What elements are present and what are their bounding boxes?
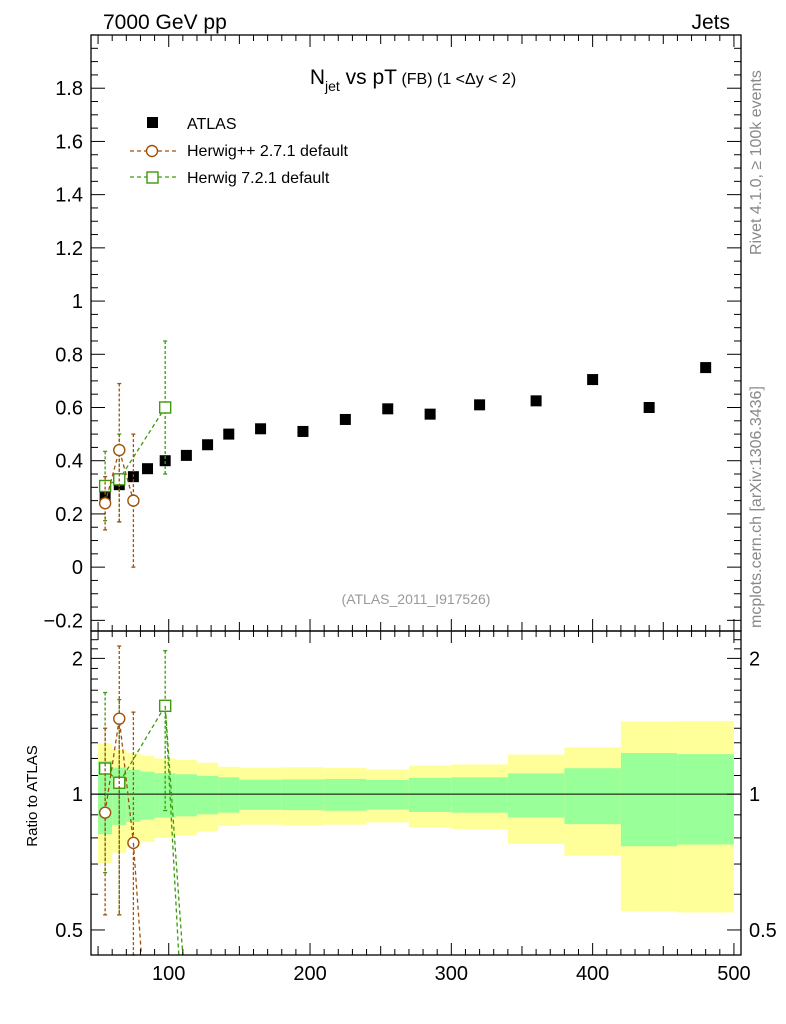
atlas-point-10 — [339, 413, 351, 425]
title-subscript: jet — [324, 78, 340, 94]
herwigpp-ratio-exit-line — [132, 842, 143, 956]
atlas-point-16 — [643, 402, 655, 413]
y-tick-label-main-10: 1.8 — [55, 78, 83, 100]
legend-label-atlas: ATLAS — [187, 116, 237, 133]
y-tick-label-ratio-right-2: 2 — [749, 648, 760, 670]
y-tick-label-main-4: 0.6 — [55, 398, 83, 420]
ratio-band-stat-9 — [281, 779, 325, 811]
ratio-band-stat-10 — [324, 778, 367, 811]
atlas-point-5 — [180, 449, 192, 461]
x-tick-label-2: 300 — [435, 963, 468, 985]
atlas-point-14 — [530, 395, 542, 407]
main-panel-marks — [98, 340, 712, 568]
x-tick-label-0: 100 — [152, 963, 185, 985]
mcplots-label: mcplots.cern.ch [arXiv:1306.3436] — [748, 386, 765, 628]
atlas-point-6 — [202, 439, 214, 451]
y-tick-label-ratio-left-0: 0.5 — [55, 920, 83, 942]
atlas-point-3 — [142, 463, 154, 475]
herwigpp-main-marker-1 — [113, 443, 126, 457]
ratio-band-stat-3 — [140, 771, 155, 820]
legend-label-herwigpp: Herwig++ 2.7.1 default — [187, 143, 349, 160]
ratio-panel-marks — [98, 645, 184, 956]
ratio-band-stat-15 — [564, 768, 621, 825]
herwig7-ratio-line — [104, 703, 184, 956]
atlas-point-8 — [255, 423, 267, 435]
rivet-version-label: Rivet 4.1.0, ≥ 100k events — [748, 70, 765, 255]
y-tick-label-main-3: 0.4 — [55, 451, 83, 473]
y-tick-label-main-7: 1.2 — [55, 238, 83, 260]
ratio-uncertainty-bands — [91, 720, 741, 913]
y-tick-label-main-8: 1.4 — [55, 185, 83, 207]
legend: ATLAS Herwig++ 2.7.1 default Herwig 7.2.… — [130, 116, 349, 187]
y-tick-label-main-9: 1.6 — [55, 131, 83, 153]
ratio-band-stat-6 — [196, 775, 219, 815]
legend-label-herwig7: Herwig 7.2.1 default — [187, 170, 330, 187]
ratio-band-stat-17 — [677, 754, 734, 845]
header-left: 7000 GeV pp — [103, 11, 227, 34]
y-tick-label-main-0: −0.2 — [44, 610, 83, 632]
ratio-band-stat-5 — [175, 774, 197, 817]
title-main: N — [310, 66, 325, 89]
y-tick-label-ratio-left-2: 2 — [72, 648, 83, 670]
herwigpp-main-marker-0 — [98, 497, 112, 510]
x-tick-label-4: 500 — [717, 963, 750, 985]
herwig7-main-marker-2 — [158, 401, 172, 414]
title-mid: vs pT — [340, 66, 397, 89]
ratio-band-stat-13 — [451, 777, 508, 813]
axes: 100 200 300 400 500 −0.2 0 0.2 0.4 0.6 0.8 1 1.2 1.4 1… — [44, 34, 777, 985]
atlas-point-11 — [382, 403, 394, 415]
y-tick-label-main-6: 1 — [72, 291, 83, 313]
herwigpp-ratio-marker-0 — [98, 806, 112, 819]
atlas-point-15 — [587, 374, 599, 386]
ratio-band-stat-14 — [507, 773, 565, 818]
ratio-band-stat-16 — [620, 753, 678, 847]
y-tick-label-main-1: 0 — [72, 557, 83, 579]
ratio-band-stat-11 — [366, 779, 409, 810]
title-tail-dy: (1 <Δy < 2) — [433, 71, 517, 88]
y-tick-label-ratio-right-0: 0.5 — [749, 920, 777, 942]
legend-marker-herwigpp — [145, 144, 159, 158]
title-tail-fb: (FB) — [397, 71, 433, 88]
legend-marker-atlas — [147, 117, 158, 128]
reference-label: (ATLAS_2011_I917526) — [342, 591, 491, 607]
header-right: Jets — [691, 11, 730, 34]
legend-marker-herwig7 — [146, 171, 159, 184]
atlas-point-0 — [99, 489, 111, 501]
ratio-panel-frame — [90, 630, 742, 956]
ratio-band-stat-12 — [408, 777, 452, 812]
atlas-point-12 — [424, 408, 436, 420]
atlas-point-9 — [297, 425, 309, 437]
x-tick-label-1: 200 — [293, 963, 326, 985]
y-tick-label-main-5: 0.8 — [55, 344, 83, 366]
y-tick-label-ratio-left-1: 1 — [72, 784, 83, 806]
y-tick-label-main-2: 0.2 — [55, 504, 83, 526]
atlas-point-17 — [700, 362, 712, 374]
ratio-y-axis-label: Ratio to ATLAS — [24, 745, 41, 846]
ratio-band-stat-8 — [239, 779, 282, 810]
herwigpp-main-marker-2 — [127, 494, 140, 507]
atlas-point-13 — [474, 399, 486, 411]
y-tick-label-ratio-right-1: 1 — [749, 784, 760, 806]
herwigpp-ratio-marker-1 — [113, 712, 126, 725]
atlas-point-7 — [223, 428, 235, 440]
atlas-point-4 — [159, 455, 171, 467]
herwig7-main-marker-0 — [98, 479, 112, 493]
x-tick-label-3: 400 — [576, 963, 609, 985]
plot-title: Njet vs pT (FB) (1 <Δy < 2) — [310, 66, 516, 94]
ratio-band-stat-7 — [218, 777, 240, 813]
